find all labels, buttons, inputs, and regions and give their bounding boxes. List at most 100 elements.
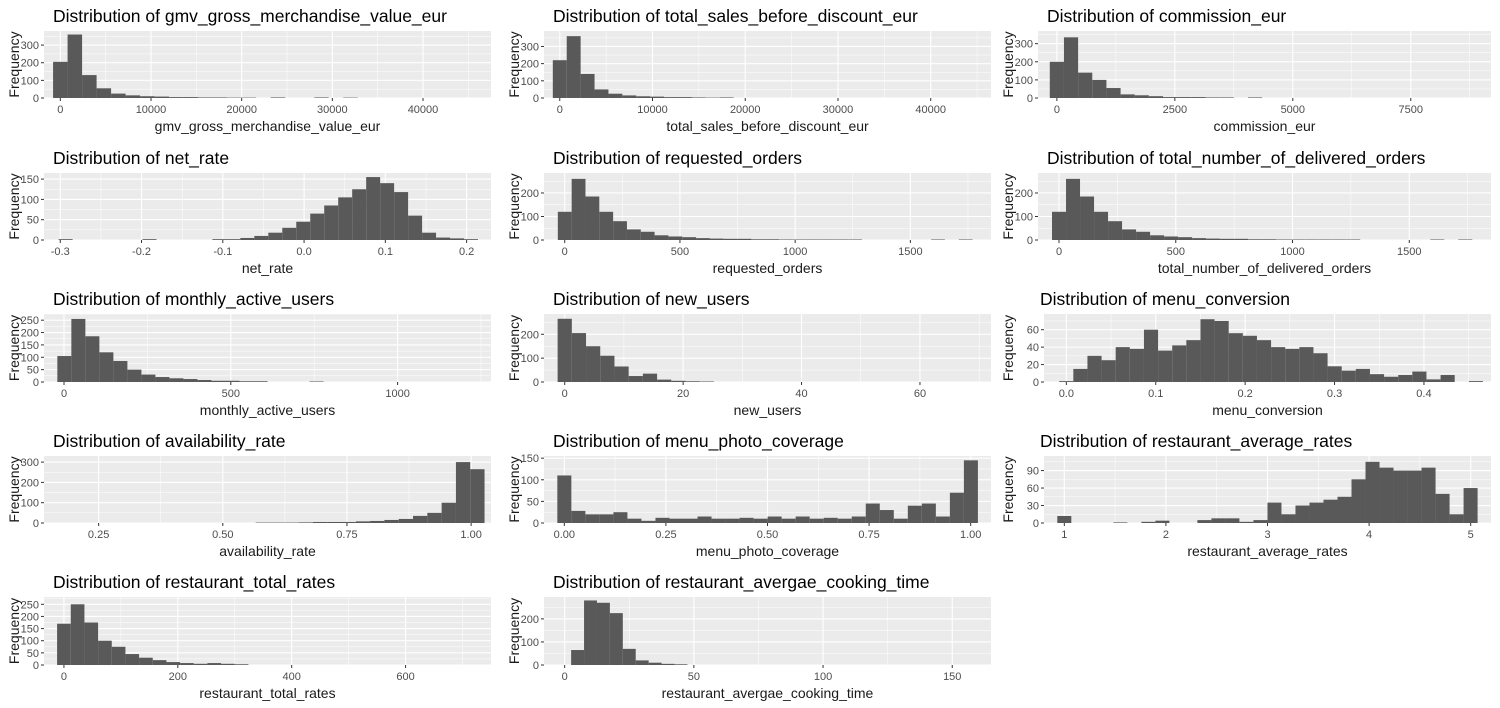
histogram-bar [1092, 79, 1107, 98]
histogram-bar [470, 469, 485, 523]
histogram-bar [234, 664, 249, 665]
y-tick-label: 50 [27, 365, 39, 377]
histogram-bar [67, 34, 83, 98]
x-tick-label: 5 [1468, 529, 1474, 541]
x-axis-label: net_rate [242, 260, 294, 276]
x-tick-label: 1000 [1280, 246, 1304, 258]
x-axis-label: total_number_of_delivered_orders [1158, 260, 1371, 276]
chart-title: Distribution of requested_orders [553, 148, 802, 169]
histogram-bar [366, 177, 381, 240]
y-tick-label: 100 [21, 498, 39, 510]
y-axis-label: Frequency [506, 315, 522, 381]
histogram-bar [113, 360, 128, 382]
histogram-bar [298, 522, 313, 523]
histogram-bar [723, 238, 738, 240]
histogram-bar [1172, 345, 1187, 382]
histogram-bar [661, 663, 675, 665]
histogram-bar [668, 236, 683, 240]
histogram-bar [152, 660, 167, 665]
y-axis-label: Frequency [506, 456, 522, 522]
y-axis-label: Frequency [506, 31, 522, 97]
histogram-bar [1239, 521, 1254, 523]
histogram-bar [650, 96, 665, 98]
histogram-bar [1177, 97, 1192, 98]
chart-title: Distribution of commission_eur [1047, 6, 1286, 27]
histogram-bar [557, 475, 572, 523]
y-tick-label: 50 [527, 496, 539, 508]
histogram-bar [571, 650, 585, 665]
y-axis-label: Frequency [1000, 31, 1016, 97]
histogram-bar [1059, 381, 1074, 382]
y-tick-label: 100 [1015, 75, 1033, 87]
y-tick-label: 100 [521, 353, 539, 365]
histogram-bar [739, 517, 754, 523]
histogram-bar [628, 376, 643, 382]
histogram-bar [584, 600, 597, 665]
y-tick-label: 200 [21, 58, 39, 70]
x-tick-label: 20000 [226, 104, 257, 116]
y-axis-label: Frequency [6, 173, 22, 239]
histogram-bar [1299, 347, 1314, 382]
histogram-bar [1115, 347, 1130, 382]
y-tick-label: 60 [1027, 325, 1039, 337]
histogram-bar [380, 183, 395, 240]
x-tick-label: 4 [1366, 529, 1372, 541]
y-axis-label: Frequency [6, 456, 22, 522]
histogram-bar [254, 235, 269, 240]
x-tick-label: 7500 [1399, 104, 1423, 116]
histogram-bar [642, 373, 658, 382]
y-tick-label: 150 [521, 453, 539, 465]
histogram-bar [1057, 516, 1072, 523]
histogram-bar [1163, 97, 1178, 98]
y-tick-label: 0 [533, 518, 539, 530]
histogram-bar [140, 96, 155, 98]
histogram-bar [921, 503, 936, 523]
histogram-bar [608, 93, 623, 98]
y-tick-label: 200 [1015, 57, 1033, 69]
x-tick-label: 0 [61, 388, 67, 400]
histogram-bar [1073, 368, 1088, 382]
histogram-bar [1295, 505, 1310, 523]
x-axis-label: new_users [734, 402, 802, 418]
y-tick-label: 100 [1015, 211, 1033, 223]
y-tick-label: 150 [21, 624, 39, 636]
histogram-bar [1281, 514, 1296, 523]
x-tick-label: 0 [57, 104, 63, 116]
y-axis-label: Frequency [506, 598, 522, 664]
histogram-bar [1094, 211, 1109, 240]
histogram-bar [654, 235, 669, 240]
histogram-bar [1158, 350, 1173, 382]
x-tick-label: 0.50 [212, 529, 233, 541]
chart-title: Distribution of restaurant_avergae_cooki… [553, 572, 929, 593]
histogram-bar [1220, 238, 1235, 240]
x-tick-label: 30000 [823, 104, 854, 116]
chart-title: Distribution of new_users [553, 289, 750, 310]
histogram-bar [1087, 355, 1102, 382]
histogram-bar [566, 36, 581, 98]
histogram-bar [268, 232, 283, 240]
histogram-bar [166, 662, 181, 665]
y-tick-label: 200 [521, 614, 539, 626]
histogram-bar [310, 213, 325, 240]
histogram-bar [1242, 335, 1257, 382]
histogram-bar [879, 510, 894, 523]
histogram-bar [626, 229, 641, 240]
histogram-bar [436, 237, 451, 240]
histogram-bar [580, 73, 595, 98]
histogram-bar [1248, 239, 1263, 240]
histogram-panel-10: Distribution of availability_rate 0.25 0.5… [6, 431, 491, 559]
histogram-bar [1271, 347, 1286, 382]
histogram-bar [282, 227, 297, 240]
x-tick-label: 400 [283, 671, 301, 683]
x-axis-label: gmv_gross_merchandise_value_eur [155, 118, 381, 134]
histogram-bar [1192, 238, 1207, 240]
histogram-bar [635, 660, 649, 665]
x-tick-label: 0.4 [1416, 388, 1431, 400]
histogram-bar [657, 379, 672, 382]
histogram-bar [169, 378, 184, 382]
histogram-bar [155, 377, 170, 382]
histogram-bar [125, 95, 141, 98]
histogram-bar [678, 97, 692, 98]
histogram-bar [1327, 366, 1342, 382]
